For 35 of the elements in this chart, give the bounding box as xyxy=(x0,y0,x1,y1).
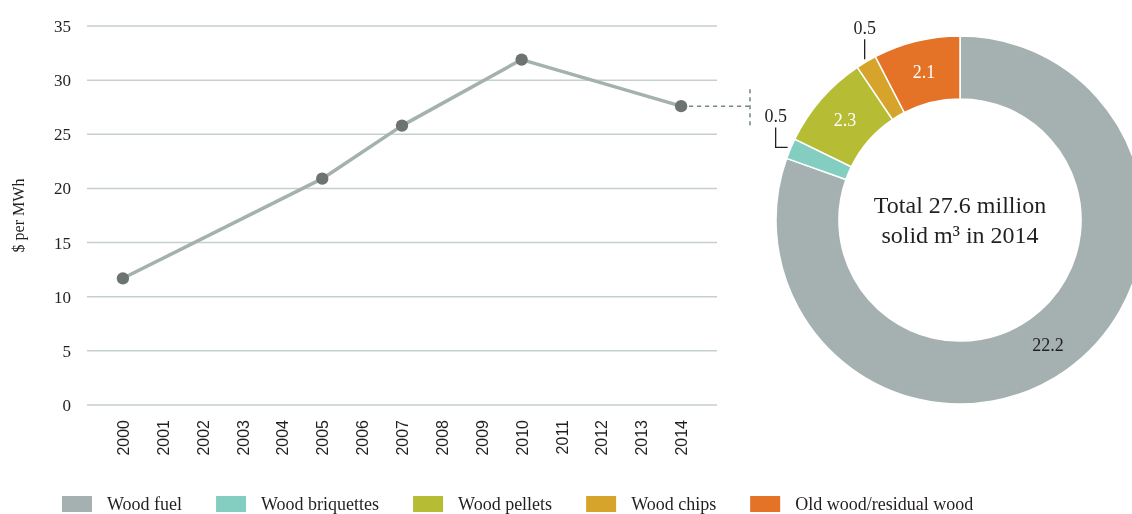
x-tick-label: 2001 xyxy=(154,419,172,456)
legend-label: Wood pellets xyxy=(458,494,553,514)
x-tick-label: 2002 xyxy=(194,419,212,456)
y-tick-label: 30 xyxy=(54,71,71,91)
legend-label: Wood chips xyxy=(631,494,717,514)
data-label: 2.1 xyxy=(912,62,936,83)
data-label: 0.5 xyxy=(764,106,787,127)
y-tick-label: 15 xyxy=(54,233,71,253)
y-tick-label: 35 xyxy=(54,16,71,36)
x-tick-label: 2003 xyxy=(234,419,252,456)
x-tick-label: 2013 xyxy=(633,419,651,456)
y-axis-title: $ per MWh xyxy=(10,178,28,253)
x-tick-label: 2012 xyxy=(593,419,611,456)
y-tick-label: 0 xyxy=(62,395,71,415)
data-label: 0.5 xyxy=(853,18,876,39)
y-tick-label: 10 xyxy=(54,287,71,307)
text: Total 27.6 million solid m³ in 2014 xyxy=(873,192,1047,248)
y-tick-label: 5 xyxy=(62,341,71,361)
x-tick-label: 2008 xyxy=(433,419,451,456)
x-tick-label: 2014 xyxy=(673,419,691,456)
legend-label: Old wood/residual wood xyxy=(795,494,974,514)
x-tick-label: 2009 xyxy=(473,419,491,456)
x-tick-label: 2005 xyxy=(314,419,332,456)
y-tick-label: 20 xyxy=(54,179,71,199)
x-tick-label: 2004 xyxy=(274,419,292,456)
y-tick-label: 25 xyxy=(54,125,71,145)
legend-label: Wood fuel xyxy=(107,494,183,514)
x-tick-label: 2010 xyxy=(513,419,531,456)
x-tick-label: 2011 xyxy=(553,419,571,455)
legend-label: Wood briquettes xyxy=(261,494,380,514)
data-label: 2.3 xyxy=(833,110,857,131)
x-tick-label: 2000 xyxy=(114,419,132,456)
x-tick-label: 2007 xyxy=(394,419,412,456)
data-label: 22.2 xyxy=(1032,334,1064,355)
x-tick-label: 2006 xyxy=(354,419,372,456)
